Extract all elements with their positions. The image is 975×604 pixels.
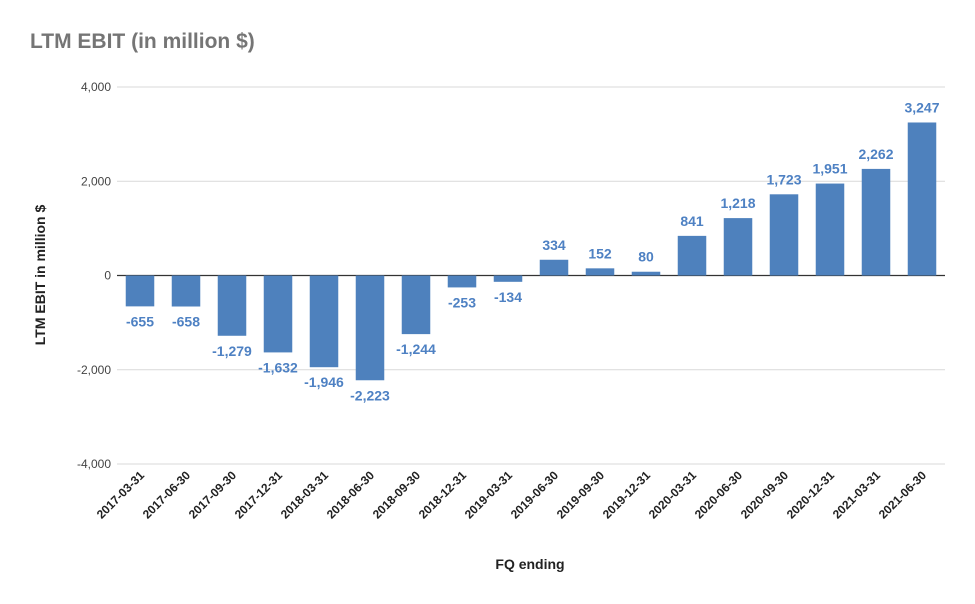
bar — [217, 275, 247, 336]
x-tick-label: 2018-03-31 — [278, 468, 332, 522]
data-label: -1,244 — [396, 341, 436, 357]
x-tick-label: 2020-06-30 — [692, 468, 746, 522]
x-axis-label: FQ ending — [495, 556, 564, 572]
bar — [125, 275, 155, 307]
x-tick-label: 2018-12-31 — [416, 468, 470, 522]
bar — [677, 235, 707, 276]
x-tick-label: 2018-06-30 — [324, 468, 378, 522]
y-tick-label: -4,000 — [77, 457, 111, 471]
bar — [631, 271, 661, 276]
x-axis-ticks: 2017-03-312017-06-302017-09-302017-12-31… — [94, 468, 930, 522]
data-label: -1,279 — [212, 343, 252, 359]
data-label: 1,951 — [812, 161, 847, 177]
bar — [539, 259, 569, 276]
bar — [861, 168, 891, 276]
bar — [815, 183, 845, 276]
x-tick-label: 2019-03-31 — [462, 468, 516, 522]
data-label: -655 — [126, 313, 154, 329]
x-tick-label: 2021-06-30 — [876, 468, 930, 522]
chart-title: LTM EBIT (in million $) — [30, 30, 255, 53]
data-label: -2,223 — [350, 387, 390, 403]
data-label: -253 — [448, 294, 476, 310]
y-tick-label: 2,000 — [81, 174, 111, 188]
data-label: 80 — [638, 249, 654, 265]
x-tick-label: 2019-12-31 — [600, 468, 654, 522]
x-tick-label: 2020-09-30 — [738, 468, 792, 522]
data-label: 2,262 — [858, 146, 893, 162]
x-tick-label: 2019-09-30 — [554, 468, 608, 522]
data-label: -658 — [172, 314, 200, 330]
x-tick-label: 2019-06-30 — [508, 468, 562, 522]
data-label: 1,723 — [766, 171, 801, 187]
bar — [401, 275, 431, 335]
bar — [723, 218, 753, 276]
bar — [263, 275, 293, 353]
bar — [447, 275, 477, 288]
data-label: -134 — [494, 289, 522, 305]
bar — [907, 122, 937, 276]
y-axis-label: LTM EBIT in million $ — [32, 205, 48, 346]
data-label: 3,247 — [904, 99, 939, 115]
bar — [355, 275, 385, 381]
y-axis-ticks: 4,000 2,000 0 -2,000 -4,000 — [77, 80, 111, 471]
data-label: -1,632 — [258, 359, 298, 375]
y-tick-label: 0 — [104, 269, 111, 283]
x-tick-label: 2017-12-31 — [232, 468, 286, 522]
data-label: 152 — [588, 245, 612, 261]
data-labels: -655 -658 -1,279 -1,632 -1,946 -2,223 -1,244 -2… — [126, 99, 940, 403]
data-label: 1,218 — [720, 195, 755, 211]
x-tick-label: 2020-12-31 — [784, 468, 838, 522]
bar — [309, 275, 339, 368]
x-tick-label: 2017-03-31 — [94, 468, 148, 522]
x-tick-label: 2017-09-30 — [186, 468, 240, 522]
x-tick-label: 2018-09-30 — [370, 468, 424, 522]
data-label: 334 — [542, 237, 566, 253]
bar — [585, 268, 615, 276]
x-tick-label: 2021-03-31 — [830, 468, 884, 522]
y-tick-label: -2,000 — [77, 363, 111, 377]
bar — [171, 275, 201, 307]
bars — [125, 122, 937, 381]
gridlines — [117, 86, 945, 465]
y-tick-label: 4,000 — [81, 80, 111, 94]
x-tick-label: 2020-03-31 — [646, 468, 700, 522]
bar — [493, 275, 523, 282]
x-tick-label: 2017-06-30 — [140, 468, 194, 522]
data-label: -1,946 — [304, 374, 344, 390]
data-label: 841 — [680, 213, 704, 229]
bar — [769, 194, 799, 276]
